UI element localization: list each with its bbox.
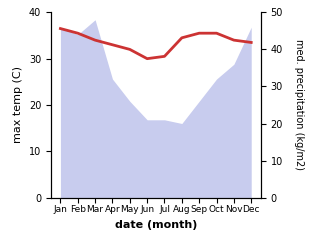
X-axis label: date (month): date (month) (114, 220, 197, 230)
Y-axis label: med. precipitation (kg/m2): med. precipitation (kg/m2) (294, 40, 304, 170)
Y-axis label: max temp (C): max temp (C) (13, 66, 23, 144)
